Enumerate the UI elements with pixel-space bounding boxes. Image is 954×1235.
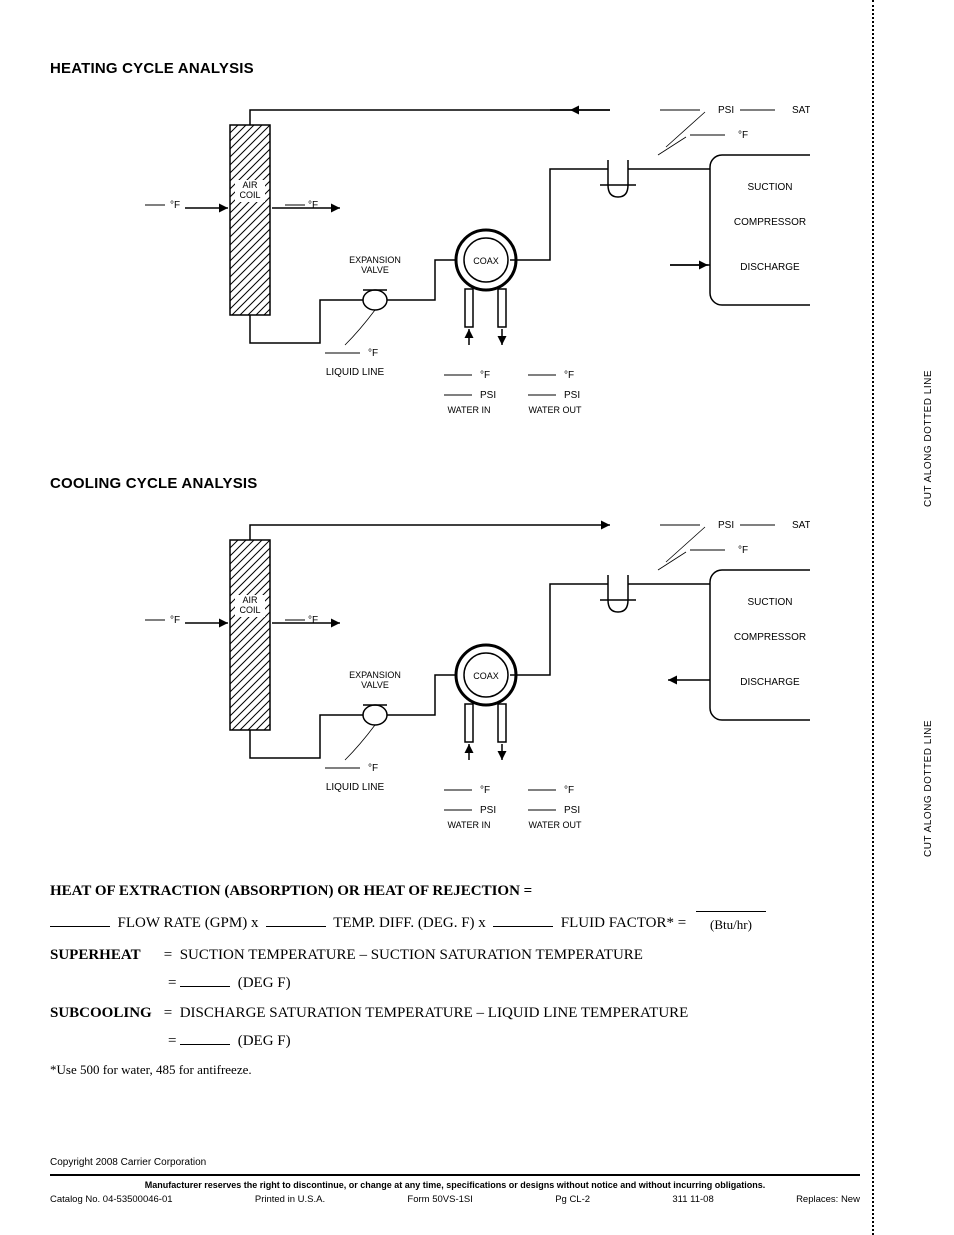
superheat-value-row: = (DEG F) bbox=[50, 971, 860, 995]
svg-text:VALVE: VALVE bbox=[361, 680, 389, 690]
svg-text:°F: °F bbox=[480, 785, 490, 796]
superheat-label: SUPERHEAT bbox=[50, 944, 160, 967]
svg-text:COMPRESSOR: COMPRESSOR bbox=[734, 632, 806, 643]
svg-text:SAT: SAT bbox=[792, 105, 810, 116]
subcooling-row: SUBCOOLING = DISCHARGE SATURATION TEMPER… bbox=[50, 1002, 860, 1025]
cooling-title: COOLING CYCLE ANALYSIS bbox=[50, 475, 860, 492]
footer-meta-row: Catalog No. 04-53500046-01 Printed in U.… bbox=[50, 1194, 860, 1205]
svg-text:SUCTION: SUCTION bbox=[748, 182, 793, 193]
svg-text:°F: °F bbox=[738, 545, 748, 556]
replaces: Replaces: New bbox=[796, 1194, 860, 1205]
svg-text:WATER IN: WATER IN bbox=[448, 820, 491, 830]
svg-text:EXPANSION: EXPANSION bbox=[349, 670, 401, 680]
heating-title: HEATING CYCLE ANALYSIS bbox=[50, 60, 860, 77]
svg-text:PSI: PSI bbox=[718, 520, 734, 531]
cooling-diagram: AIR COIL °F °F EXPANSION VALVE COAX bbox=[110, 500, 810, 840]
fluid-factor-label: FLUID FACTOR* = bbox=[561, 915, 686, 931]
svg-text:WATER OUT: WATER OUT bbox=[529, 820, 582, 830]
svg-text:VALVE: VALVE bbox=[361, 265, 389, 275]
svg-text:COMPRESSOR: COMPRESSOR bbox=[734, 217, 806, 228]
svg-text:WATER IN: WATER IN bbox=[448, 405, 491, 415]
svg-text:COAX: COAX bbox=[473, 256, 499, 266]
date-code: 311 11-08 bbox=[672, 1194, 713, 1205]
cut-label-bottom: CUT ALONG DOTTED LINE bbox=[923, 720, 934, 857]
svg-text:EXPANSION: EXPANSION bbox=[349, 255, 401, 265]
heat-equation-row: FLOW RATE (GPM) x TEMP. DIFF. (DEG. F) x… bbox=[50, 911, 860, 937]
temp-diff-label: TEMP. DIFF. (DEG. F) x bbox=[333, 915, 486, 931]
page: CUT ALONG DOTTED LINE CUT ALONG DOTTED L… bbox=[0, 0, 954, 1235]
svg-text:°F: °F bbox=[368, 348, 378, 359]
superheat-degf: (DEG F) bbox=[238, 975, 291, 991]
subcooling-value-row: = (DEG F) bbox=[50, 1029, 860, 1053]
catalog-no: Catalog No. 04-53500046-01 bbox=[50, 1194, 173, 1205]
svg-text:WATER OUT: WATER OUT bbox=[529, 405, 582, 415]
btu-label: (Btu/hr) bbox=[710, 917, 752, 932]
flow-rate-label: FLOW RATE (GPM) x bbox=[118, 915, 259, 931]
svg-text:SAT: SAT bbox=[792, 520, 810, 531]
footnote: *Use 500 for water, 485 for antifreeze. bbox=[50, 1060, 860, 1080]
page-no: Pg CL-2 bbox=[555, 1194, 590, 1205]
cut-label-top: CUT ALONG DOTTED LINE bbox=[923, 370, 934, 507]
svg-text:°F: °F bbox=[170, 615, 180, 626]
svg-text:AIR: AIR bbox=[242, 595, 258, 605]
svg-text:COIL: COIL bbox=[239, 605, 260, 615]
svg-text:PSI: PSI bbox=[564, 805, 580, 816]
superheat-row: SUPERHEAT = SUCTION TEMPERATURE – SUCTIO… bbox=[50, 944, 860, 967]
svg-text:COAX: COAX bbox=[473, 671, 499, 681]
dotted-cut-line bbox=[872, 0, 874, 1235]
svg-text:PSI: PSI bbox=[718, 105, 734, 116]
content-area: HEATING CYCLE ANALYSIS AIR COIL bbox=[50, 50, 860, 1080]
formula-block: HEAT OF EXTRACTION (ABSORPTION) OR HEAT … bbox=[50, 880, 860, 1080]
svg-text:PSI: PSI bbox=[480, 390, 496, 401]
svg-text:°F: °F bbox=[480, 370, 490, 381]
form-no: Form 50VS-1SI bbox=[407, 1194, 472, 1205]
footer-divider bbox=[50, 1174, 860, 1176]
subcooling-degf: (DEG F) bbox=[238, 1033, 291, 1049]
svg-text:LIQUID LINE: LIQUID LINE bbox=[326, 782, 385, 793]
svg-text:°F: °F bbox=[170, 200, 180, 211]
heat-heading: HEAT OF EXTRACTION (ABSORPTION) OR HEAT … bbox=[50, 880, 860, 903]
svg-text:°F: °F bbox=[738, 130, 748, 141]
subcooling-label: SUBCOOLING bbox=[50, 1002, 160, 1025]
superheat-def: SUCTION TEMPERATURE – SUCTION SATURATION… bbox=[180, 947, 643, 963]
svg-text:DISCHARGE: DISCHARGE bbox=[740, 677, 800, 688]
printed-in: Printed in U.S.A. bbox=[255, 1194, 325, 1205]
copyright-text: Copyright 2008 Carrier Corporation bbox=[50, 1157, 860, 1168]
svg-text:PSI: PSI bbox=[564, 390, 580, 401]
svg-text:DISCHARGE: DISCHARGE bbox=[740, 262, 800, 273]
svg-text:SUCTION: SUCTION bbox=[748, 597, 793, 608]
heating-diagram: AIR COIL °F °F EXPANSION VALVE bbox=[110, 85, 810, 425]
svg-text:COIL: COIL bbox=[239, 190, 260, 200]
svg-text:°F: °F bbox=[308, 200, 318, 211]
svg-text:°F: °F bbox=[308, 615, 318, 626]
heating-diagram-svg: AIR COIL °F °F EXPANSION VALVE bbox=[110, 85, 810, 425]
page-footer: Copyright 2008 Carrier Corporation Manuf… bbox=[50, 1157, 860, 1205]
disclaimer-text: Manufacturer reserves the right to disco… bbox=[50, 1180, 860, 1190]
svg-text:°F: °F bbox=[368, 763, 378, 774]
svg-text:°F: °F bbox=[564, 370, 574, 381]
svg-text:°F: °F bbox=[564, 785, 574, 796]
svg-text:PSI: PSI bbox=[480, 805, 496, 816]
svg-text:AIR: AIR bbox=[242, 180, 258, 190]
subcooling-def: DISCHARGE SATURATION TEMPERATURE – LIQUI… bbox=[180, 1005, 689, 1021]
svg-text:LIQUID LINE: LIQUID LINE bbox=[326, 367, 385, 378]
cooling-diagram-svg: AIR COIL °F °F EXPANSION VALVE COAX bbox=[110, 500, 810, 840]
